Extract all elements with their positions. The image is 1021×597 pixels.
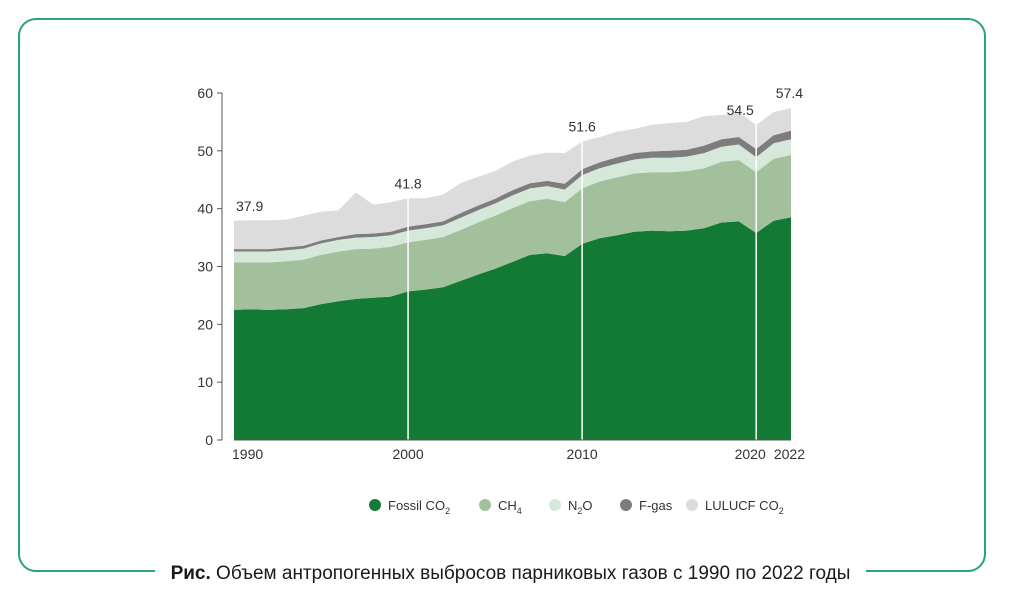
legend-swatch [620,499,632,511]
area-f-gas [234,130,791,252]
legend-item-fossil-co2: Fossil CO2 [369,498,450,516]
x-tick-label: 2000 [392,446,423,462]
legend-label: LULUCF CO2 [705,498,784,516]
legend-swatch [479,499,491,511]
caption-prefix: Рис. [170,563,211,584]
legend-label: CH4 [498,498,522,516]
caption-wrap: Рис. Объем антропогенных выбросов парник… [0,556,1021,592]
x-axis: 1990 2000 2010 2020 2022 [232,439,805,462]
area-lulucf-co2 [234,108,791,250]
total-label-2000: 41.8 [394,175,421,191]
legend-swatch [549,499,561,511]
caption-text: Объем антропогенных выбросов парниковых … [210,563,851,584]
total-label-2020: 54.5 [727,102,754,118]
legend-item-ch4: CH4 [479,498,522,516]
x-tick-label: 2022 [774,446,805,462]
legend: Fossil CO2 CH4 N2O F-gas LULUCF CO2 [369,498,784,516]
total-annotations: 37.9 41.8 51.6 54.5 57.4 [236,85,803,214]
area-layers [234,108,791,440]
total-label-2010: 51.6 [569,119,596,135]
y-tick-label: 30 [197,259,213,275]
legend-item-lulucf-co2: LULUCF CO2 [686,498,784,516]
legend-item-f-gas: F-gas [620,498,673,513]
y-tick-label: 50 [197,143,213,159]
annotation-lines [407,120,757,440]
legend-label: F-gas [639,498,673,513]
total-label-2022: 57.4 [776,85,803,101]
x-tick-label: 2020 [735,446,766,462]
y-tick-label: 40 [197,201,213,217]
area-fossil-co2 [234,217,791,440]
figure-caption: Рис. Объем антропогенных выбросов парник… [154,556,867,592]
y-axis: 0 10 20 30 40 50 60 [197,85,223,448]
legend-item-n2o: N2O [549,498,593,516]
area-n2o [234,139,791,263]
y-tick-label: 0 [205,432,213,448]
total-label-1990: 37.9 [236,198,263,214]
x-tick-label: 1990 [232,446,263,462]
y-tick-label: 10 [197,374,213,390]
area-ch4 [234,154,791,310]
legend-swatch [369,499,381,511]
y-tick-label: 20 [197,316,213,332]
legend-label: Fossil CO2 [388,498,450,516]
legend-label: N2O [568,498,593,516]
legend-swatch [686,499,698,511]
y-tick-label: 60 [197,85,213,101]
x-tick-label: 2010 [567,446,598,462]
